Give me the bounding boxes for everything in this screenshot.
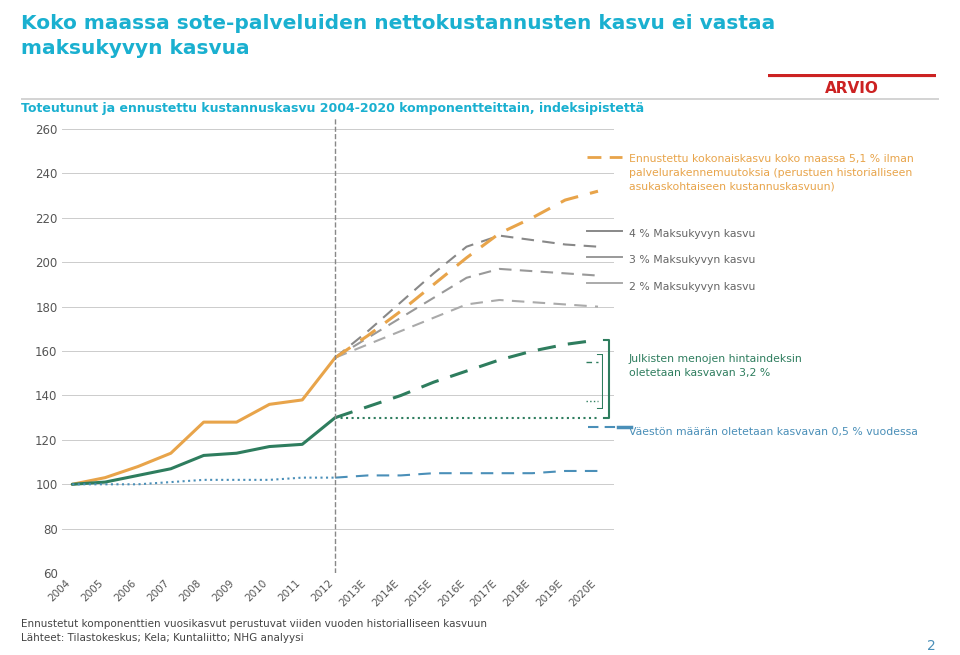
Text: Ennustetut komponenttien vuosikasvut perustuvat viiden vuoden historialliseen ka: Ennustetut komponenttien vuosikasvut per…: [21, 619, 487, 629]
Text: Lähteet: Tilastokeskus; Kela; Kuntaliitto; NHG analyysi: Lähteet: Tilastokeskus; Kela; Kuntaliitt…: [21, 633, 303, 643]
Text: 2: 2: [927, 639, 936, 652]
Text: 2 % Maksukyvyn kasvu: 2 % Maksukyvyn kasvu: [629, 282, 756, 291]
Text: Ennustettu kokonaiskasvu koko maassa 5,1 % ilman
palvelurakennemuutoksia (perust: Ennustettu kokonaiskasvu koko maassa 5,1…: [629, 154, 914, 192]
Text: Koko maassa sote-palveluiden nettokustannusten kasvu ei vastaa
maksukyvyn kasvua: Koko maassa sote-palveluiden nettokustan…: [21, 14, 776, 58]
Text: 3 % Maksukyvyn kasvu: 3 % Maksukyvyn kasvu: [629, 255, 756, 265]
Text: ARVIO: ARVIO: [825, 81, 879, 96]
Text: Julkisten menojen hintaindeksin
oletetaan kasvavan 3,2 %: Julkisten menojen hintaindeksin oletetaa…: [629, 354, 803, 378]
Text: 4 % Maksukyvyn kasvu: 4 % Maksukyvyn kasvu: [629, 229, 756, 239]
Text: Väestön määrän oletetaan kasvavan 0,5 % vuodessa: Väestön määrän oletetaan kasvavan 0,5 % …: [629, 427, 918, 437]
Text: Toteutunut ja ennustettu kustannuskasvu 2004-2020 komponentteittain, indeksipist: Toteutunut ja ennustettu kustannuskasvu …: [21, 102, 644, 115]
